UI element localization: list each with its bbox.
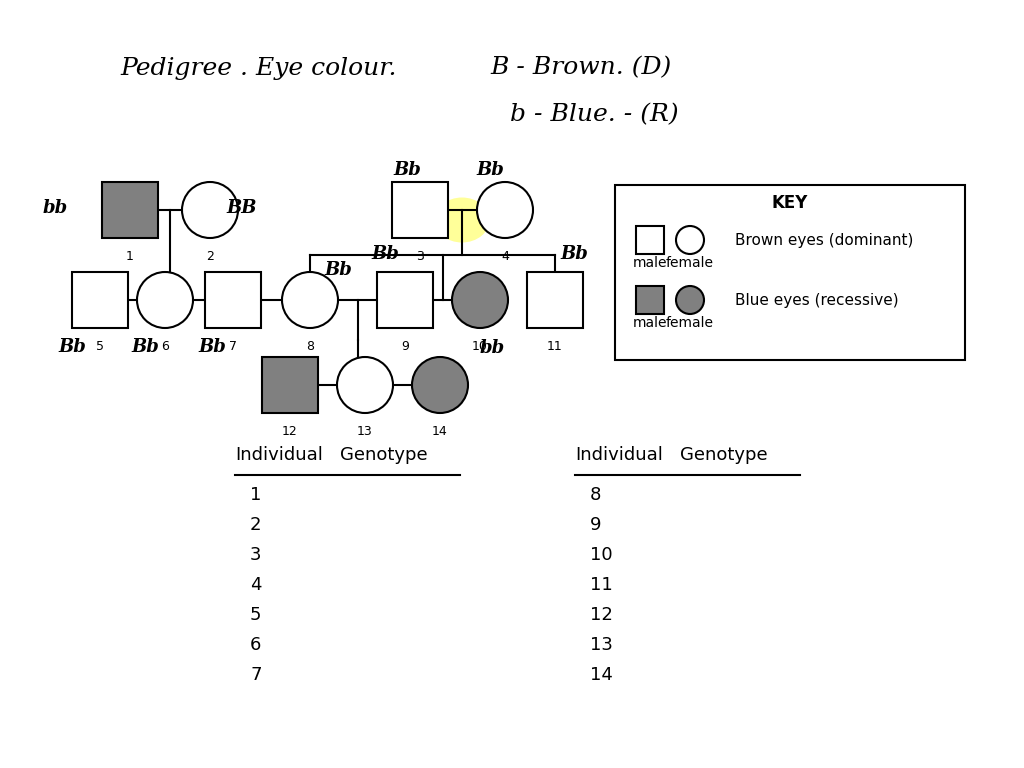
Text: Individual: Individual [575, 446, 663, 464]
Bar [102, 182, 158, 238]
Text: 7: 7 [250, 666, 261, 684]
Text: B - Brown. (D): B - Brown. (D) [490, 57, 672, 80]
Bar [262, 357, 318, 413]
Text: 1: 1 [250, 486, 261, 504]
Text: female: female [666, 256, 714, 270]
Text: 11: 11 [590, 576, 612, 594]
Bar [205, 272, 261, 328]
Text: 10: 10 [472, 340, 488, 353]
Text: Individual: Individual [234, 446, 323, 464]
Text: 7: 7 [229, 340, 237, 353]
Bar [392, 182, 449, 238]
Text: 11: 11 [547, 340, 563, 353]
Bar [615, 185, 965, 360]
Text: Bb: Bb [324, 261, 352, 279]
Text: 2: 2 [250, 516, 261, 534]
Text: Bb: Bb [198, 338, 226, 356]
Text: 3: 3 [250, 546, 261, 564]
Text: Bb: Bb [371, 245, 399, 263]
Text: male: male [633, 316, 668, 330]
Text: Blue eyes (recessive): Blue eyes (recessive) [735, 293, 899, 307]
Bar [72, 272, 128, 328]
Text: 2: 2 [206, 250, 214, 263]
Bar [377, 272, 433, 328]
Text: 4: 4 [250, 576, 261, 594]
Text: 12: 12 [283, 425, 298, 438]
Bar [636, 226, 664, 254]
Circle shape [452, 272, 508, 328]
Text: Pedigree . Eye colour.: Pedigree . Eye colour. [120, 57, 396, 80]
Circle shape [477, 182, 534, 238]
Text: Genotype: Genotype [680, 446, 768, 464]
Text: BB: BB [226, 199, 257, 217]
Text: bb: bb [42, 199, 68, 217]
Circle shape [337, 357, 393, 413]
Text: bb: bb [479, 339, 505, 357]
Text: KEY: KEY [772, 194, 808, 212]
Circle shape [676, 286, 705, 314]
Ellipse shape [434, 197, 489, 243]
Text: 13: 13 [357, 425, 373, 438]
Text: Bb: Bb [58, 338, 86, 356]
Text: 14: 14 [590, 666, 613, 684]
Text: 10: 10 [590, 546, 612, 564]
Text: male: male [633, 256, 668, 270]
Circle shape [412, 357, 468, 413]
Text: 1: 1 [126, 250, 134, 263]
Text: 5: 5 [96, 340, 104, 353]
Circle shape [676, 226, 705, 254]
Text: Bb: Bb [393, 161, 421, 179]
Circle shape [182, 182, 238, 238]
Bar [527, 272, 583, 328]
Text: 14: 14 [432, 425, 447, 438]
Text: 8: 8 [590, 486, 601, 504]
Text: female: female [666, 316, 714, 330]
Text: 4: 4 [501, 250, 509, 263]
Text: 6: 6 [161, 340, 169, 353]
Text: 9: 9 [590, 516, 601, 534]
Text: Bb: Bb [131, 338, 159, 356]
Text: 3: 3 [416, 250, 424, 263]
Text: Genotype: Genotype [340, 446, 428, 464]
Text: 12: 12 [590, 606, 613, 624]
Text: b - Blue. - (R): b - Blue. - (R) [510, 104, 679, 127]
Bar [636, 286, 664, 314]
Text: 5: 5 [250, 606, 261, 624]
Text: Bb: Bb [476, 161, 504, 179]
Text: 9: 9 [401, 340, 409, 353]
Circle shape [282, 272, 338, 328]
Text: Bb: Bb [560, 245, 588, 263]
Text: 13: 13 [590, 636, 613, 654]
Text: Brown eyes (dominant): Brown eyes (dominant) [735, 233, 913, 247]
Text: 6: 6 [250, 636, 261, 654]
Circle shape [137, 272, 193, 328]
Text: 8: 8 [306, 340, 314, 353]
